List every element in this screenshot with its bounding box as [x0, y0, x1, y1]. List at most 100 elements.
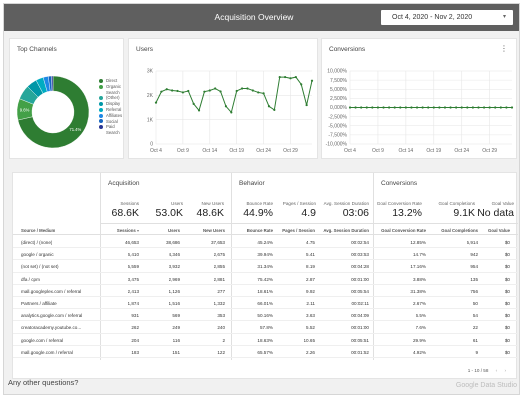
data-point[interactable]	[382, 106, 385, 109]
data-point[interactable]	[284, 75, 287, 79]
data-point[interactable]	[388, 106, 391, 109]
users-line-chart[interactable]: 0 1K 2K 3K Oct 4 Oct 9 Oct 14 Oct 19 Oct 24 Oct 2…	[129, 39, 319, 160]
legend-item[interactable]: Display	[99, 101, 123, 107]
data-point[interactable]	[267, 105, 271, 108]
legend-item[interactable]: (Other)	[99, 95, 123, 101]
legend-item[interactable]: Social	[99, 119, 123, 125]
table-row[interactable]: (not set) / (not set) 5,559 3,932 2,855 31.3…	[13, 260, 518, 273]
table-row[interactable]: analytics.google.com / referral 931 569 353…	[13, 309, 518, 322]
data-point[interactable]	[187, 89, 190, 93]
column-header-avg-session-duration[interactable]: Avg. Session Duration	[323, 228, 369, 233]
top-channels-donut-chart[interactable]: 71.4% 9.6%	[13, 72, 93, 152]
column-header-sessions[interactable]: Sessions ▾	[117, 228, 139, 233]
column-header-goal-conversion-rate[interactable]: Goal Conversion Rate	[381, 228, 426, 233]
data-point[interactable]	[224, 105, 228, 108]
data-point[interactable]	[432, 106, 435, 109]
data-point[interactable]	[466, 106, 469, 109]
data-point[interactable]	[354, 106, 357, 109]
data-point[interactable]	[360, 106, 363, 109]
table-row[interactable]: mall.google.com / referral 183 151 122 65.57…	[13, 346, 518, 358]
data-point[interactable]	[171, 89, 174, 92]
column-header-source-medium[interactable]: Source / Medium	[21, 228, 56, 233]
donut-slice-direct[interactable]	[17, 75, 90, 149]
table-row[interactable]: Partners / affiliate 1,874 1,516 1,332 66.01…	[13, 297, 518, 310]
legend-item[interactable]: Organic Search	[99, 84, 123, 96]
conversions-line-chart[interactable]: 10,000% 7,500% 5,000% 2,500% 0,000% -2,500% -5…	[322, 39, 518, 160]
data-point[interactable]	[289, 77, 292, 80]
data-point[interactable]	[192, 102, 195, 105]
column-header-new-users[interactable]: New Users	[203, 228, 225, 233]
data-point[interactable]	[443, 106, 447, 109]
previous-page-icon[interactable]: ‹	[495, 368, 498, 373]
data-point[interactable]	[505, 106, 508, 109]
data-point[interactable]	[305, 103, 308, 107]
data-point[interactable]	[181, 91, 184, 94]
legend-item[interactable]: Referral	[99, 107, 123, 113]
column-header-goal-completions[interactable]: Goal Completions	[441, 228, 478, 233]
chevron-down-icon[interactable]: ▾	[502, 14, 506, 20]
next-page-icon[interactable]: ›	[504, 368, 506, 373]
data-point[interactable]	[371, 106, 374, 109]
data-point[interactable]	[494, 106, 497, 109]
data-point[interactable]	[251, 89, 254, 92]
data-point[interactable]	[197, 109, 201, 112]
data-point[interactable]	[449, 106, 452, 109]
data-point[interactable]	[246, 87, 249, 90]
column-header-users[interactable]: Users	[168, 228, 180, 233]
column-header-pages-per-session[interactable]: Pages / Session	[282, 228, 315, 233]
data-point[interactable]	[415, 106, 419, 109]
data-point[interactable]	[160, 90, 163, 93]
data-point[interactable]	[257, 91, 260, 94]
data-point[interactable]	[477, 106, 480, 109]
cell-source-medium: creatoracademy.youtube.co...	[21, 325, 82, 331]
column-header-goal-value[interactable]: Goal Value	[488, 228, 510, 233]
data-point[interactable]	[240, 87, 244, 90]
data-point[interactable]	[399, 106, 402, 109]
table-row[interactable]: creatoracademy.youtube.co... 262 249 240 57.…	[13, 321, 518, 334]
table-row[interactable]: (direct) / (none) 46,653 38,686 37,653 45.24…	[13, 236, 518, 249]
data-point[interactable]	[154, 101, 158, 104]
data-point[interactable]	[278, 75, 281, 79]
data-point[interactable]	[208, 89, 211, 92]
data-point[interactable]	[230, 111, 233, 114]
data-point[interactable]	[300, 83, 303, 86]
data-point[interactable]	[214, 87, 217, 90]
data-point[interactable]	[294, 75, 297, 79]
legend-item[interactable]: Direct	[99, 78, 123, 84]
data-point[interactable]	[393, 106, 396, 109]
column-header-bounce-rate[interactable]: Bounce Rate	[246, 228, 273, 233]
data-point[interactable]	[273, 108, 276, 112]
data-point[interactable]	[488, 106, 491, 109]
table-row[interactable]: google / organic 6,410 4,346 2,675 39.94% 5.4…	[13, 248, 518, 261]
data-point[interactable]	[427, 106, 430, 109]
sort-descending-icon[interactable]: ▾	[136, 228, 139, 233]
data-point[interactable]	[421, 106, 424, 109]
data-point[interactable]	[219, 90, 222, 93]
data-point[interactable]	[460, 106, 463, 109]
data-point[interactable]	[235, 89, 238, 93]
data-point[interactable]	[203, 90, 206, 93]
data-point[interactable]	[510, 106, 514, 109]
more-options-icon[interactable]: ⋮	[500, 44, 508, 53]
data-point[interactable]	[438, 106, 441, 109]
data-point[interactable]	[176, 89, 179, 93]
data-point[interactable]	[376, 106, 380, 109]
data-point[interactable]	[404, 106, 407, 109]
data-point[interactable]	[165, 88, 168, 91]
data-point[interactable]	[348, 106, 352, 109]
data-point[interactable]	[499, 106, 502, 109]
data-point[interactable]	[262, 92, 265, 95]
data-point[interactable]	[471, 106, 474, 109]
data-point[interactable]	[310, 79, 314, 82]
data-point[interactable]	[410, 106, 413, 109]
table-row[interactable]: mall.googleplex.com / referral 2,413 1,126…	[13, 285, 518, 297]
legend-item[interactable]: Affiliates	[99, 113, 123, 119]
data-point[interactable]	[482, 106, 486, 109]
table-row[interactable]: google.com / referral 204 116 2 18.63% 10.65 0…	[13, 334, 518, 346]
legend-item[interactable]: Paid Search	[99, 124, 123, 136]
data-point[interactable]	[365, 106, 368, 109]
donut-slice-paid-search[interactable]	[51, 75, 54, 92]
table-row[interactable]: dfa / cpm 3,475 2,969 2,881 75.42% 2.87 00:01:…	[13, 273, 518, 285]
data-point[interactable]	[455, 106, 458, 109]
date-range-picker[interactable]: Oct 4, 2020 - Nov 2, 2020 ▾	[381, 10, 513, 25]
